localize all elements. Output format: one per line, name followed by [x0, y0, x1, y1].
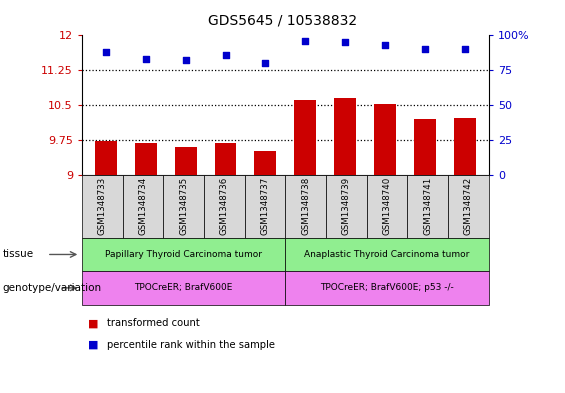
Point — [261, 60, 270, 66]
Text: GSM1348741: GSM1348741 — [423, 177, 432, 235]
Text: GSM1348736: GSM1348736 — [220, 177, 229, 235]
Text: transformed count: transformed count — [107, 318, 200, 328]
Point — [301, 38, 310, 44]
Text: TPOCreER; BrafV600E; p53 -/-: TPOCreER; BrafV600E; p53 -/- — [320, 283, 454, 292]
Bar — [414, 119, 436, 175]
Point — [221, 52, 230, 58]
Bar — [215, 143, 237, 175]
Text: TPOCreER; BrafV600E: TPOCreER; BrafV600E — [134, 283, 233, 292]
Point — [341, 39, 350, 46]
Text: GSM1348734: GSM1348734 — [138, 177, 147, 235]
Bar — [334, 98, 356, 175]
Text: genotype/variation: genotype/variation — [3, 283, 102, 293]
Point — [380, 42, 389, 48]
Point — [181, 57, 190, 64]
Text: ■: ■ — [88, 318, 98, 328]
Text: GSM1348739: GSM1348739 — [342, 177, 351, 235]
Text: percentile rank within the sample: percentile rank within the sample — [107, 340, 275, 350]
Text: GDS5645 / 10538832: GDS5645 / 10538832 — [208, 14, 357, 28]
Bar — [374, 104, 396, 175]
Text: GSM1348738: GSM1348738 — [301, 177, 310, 235]
Point — [141, 56, 150, 62]
Text: GSM1348735: GSM1348735 — [179, 177, 188, 235]
Bar — [175, 147, 197, 175]
Text: Anaplastic Thyroid Carcinoma tumor: Anaplastic Thyroid Carcinoma tumor — [305, 250, 470, 259]
Text: Papillary Thyroid Carcinoma tumor: Papillary Thyroid Carcinoma tumor — [105, 250, 262, 259]
Text: GSM1348737: GSM1348737 — [260, 177, 270, 235]
Text: GSM1348740: GSM1348740 — [383, 177, 392, 235]
Bar — [135, 143, 157, 175]
Text: GSM1348733: GSM1348733 — [98, 177, 107, 235]
Point — [420, 46, 429, 52]
Bar — [95, 141, 117, 175]
Point — [460, 46, 470, 52]
Text: ■: ■ — [88, 340, 98, 350]
Text: tissue: tissue — [3, 250, 34, 259]
Point — [101, 49, 110, 55]
Bar — [254, 151, 276, 175]
Bar — [454, 118, 476, 175]
Text: GSM1348742: GSM1348742 — [464, 177, 473, 235]
Bar — [294, 99, 316, 175]
